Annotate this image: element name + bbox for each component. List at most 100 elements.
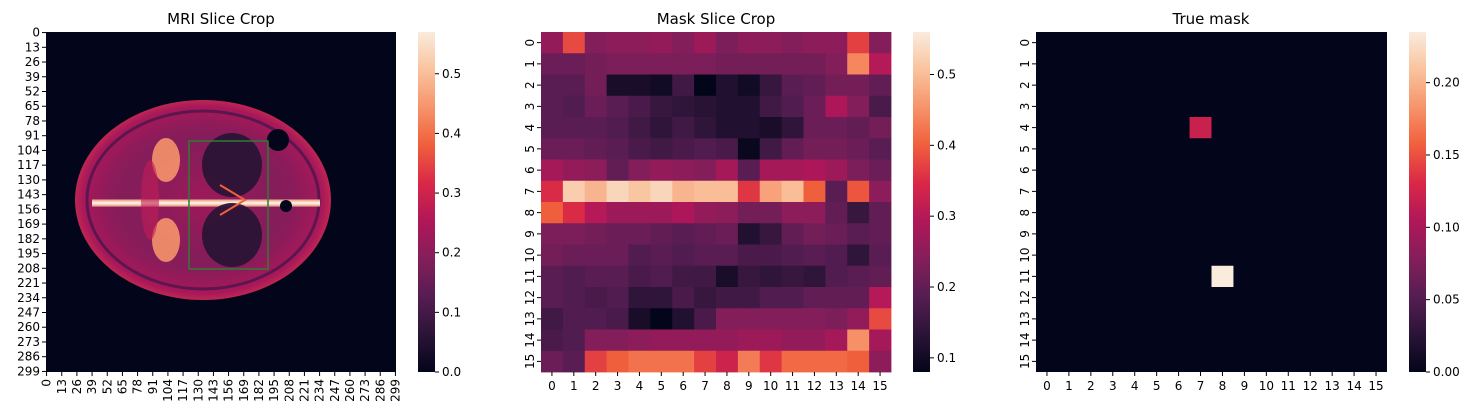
mask-cell <box>562 287 586 309</box>
true-mask-ytick-label: 6 <box>1018 166 1032 174</box>
mask-cell <box>781 244 804 267</box>
mask-cell <box>606 138 629 160</box>
mask-cell <box>650 32 673 54</box>
mri-ytick-label: 117 <box>17 158 40 172</box>
mask-cell <box>803 265 826 288</box>
mask-cell <box>759 180 783 203</box>
true-mask-xtick-label: 10 <box>1259 379 1274 393</box>
mask-cell <box>825 265 848 288</box>
mask-cell <box>628 53 651 75</box>
mask-cell <box>803 138 826 160</box>
mask-cell <box>650 244 673 267</box>
mask-cell <box>847 329 870 352</box>
mask-cell <box>869 95 892 118</box>
mask-cell <box>672 350 695 373</box>
mri-overlay-rectangle <box>188 140 269 270</box>
mask-cell <box>847 53 870 75</box>
mask-cell <box>628 138 651 160</box>
mask-cell <box>825 117 848 139</box>
true-mask-colorbar-tick-label: 0.00 <box>1433 365 1460 379</box>
mask-cell <box>650 223 673 245</box>
mask-cell <box>803 308 826 330</box>
mri-xtick-label: 169 <box>237 379 251 402</box>
mask-cell <box>847 32 870 54</box>
mask-cell <box>562 265 586 288</box>
mask-cell <box>562 95 586 118</box>
mask-cell <box>759 74 783 97</box>
mask-cell <box>584 287 608 309</box>
mri-xtick-label: 247 <box>328 379 342 402</box>
mask-ytick-label: 10 <box>523 247 537 262</box>
mask-cell <box>650 117 673 139</box>
mask-cell <box>803 159 826 182</box>
mri-xtick-label: 286 <box>373 379 387 402</box>
mask-cell <box>628 180 651 203</box>
mask-cell <box>716 265 739 288</box>
mask-cell <box>869 159 892 182</box>
mask-xtick-label: 8 <box>723 379 731 393</box>
mask-cell <box>694 287 717 309</box>
mask-xtick-label: 13 <box>829 379 844 393</box>
true-mask-ytick-label: 14 <box>1018 332 1032 347</box>
mask-cell <box>541 287 564 309</box>
mask-cell <box>606 180 629 203</box>
mri-xtick-label: 208 <box>282 379 296 402</box>
mask-cell <box>606 329 629 352</box>
mask-xtick-label: 6 <box>679 379 687 393</box>
mask-cell <box>759 350 783 373</box>
mask-ytick-label: 2 <box>523 81 537 89</box>
mask-cell <box>628 95 651 118</box>
mask-cell <box>737 265 761 288</box>
mask-cell <box>759 244 783 267</box>
mask-cell <box>716 202 739 224</box>
mri-xtick-label: 26 <box>70 379 84 394</box>
mask-cell <box>803 117 826 139</box>
mask-cell <box>737 202 761 224</box>
mri-xtick-label: 0 <box>40 379 54 387</box>
mask-cell <box>781 350 804 373</box>
mask-cell <box>781 180 804 203</box>
mask-cell <box>650 350 673 373</box>
true-mask-ytick-label: 5 <box>1018 145 1032 153</box>
mask-colorbar-tick-label: 0.2 <box>937 280 956 294</box>
mask-cell <box>737 32 761 54</box>
mask-cell <box>781 74 804 97</box>
mask-cell <box>847 117 870 139</box>
mask-cell <box>584 223 608 245</box>
mri-ytick-label: 299 <box>17 364 40 378</box>
mask-cell <box>716 138 739 160</box>
mask-cell <box>562 32 586 54</box>
mask-cell <box>694 308 717 330</box>
mri-ytick-label: 156 <box>17 202 40 216</box>
mask-cell <box>606 117 629 139</box>
true-mask-xtick-label: 1 <box>1065 379 1073 393</box>
mask-xtick-label: 10 <box>763 379 778 393</box>
panel-mask-slice-crop: Mask Slice Crop 0 1 2 3 4 5 6 7 8 9 10 11 12 13 14 15 0… <box>523 10 956 393</box>
mask-cell <box>541 202 564 224</box>
mask-cell <box>803 223 826 245</box>
mask-cell <box>825 308 848 330</box>
mri-ytick-label: 169 <box>17 217 40 231</box>
mask-ytick-label: 6 <box>523 166 537 174</box>
mask-colorbar-tick-label: 0.3 <box>937 209 956 223</box>
mask-cell <box>847 287 870 309</box>
mri-y-ticks: 0132639526578911041171301431561691821952… <box>17 26 46 378</box>
mask-cell <box>781 138 804 160</box>
true-mask-colorbar-gradient <box>1409 32 1426 372</box>
mask-cell <box>869 308 892 330</box>
mask-cell <box>672 329 695 352</box>
mask-cell <box>847 223 870 245</box>
mask-cell <box>803 180 826 203</box>
true-mask-colorbar-tick-label: 0.10 <box>1433 220 1460 234</box>
mask-cell <box>737 117 761 139</box>
mask-cell <box>672 308 695 330</box>
mask-cell <box>628 159 651 182</box>
mask-cell <box>737 350 761 373</box>
mask-cell <box>825 244 848 267</box>
mask-cell <box>737 223 761 245</box>
mask-cell <box>825 180 848 203</box>
mask-cell <box>869 223 892 245</box>
mask-cell <box>562 350 586 373</box>
mri-colorbar-tick-label: 0.3 <box>442 186 461 200</box>
